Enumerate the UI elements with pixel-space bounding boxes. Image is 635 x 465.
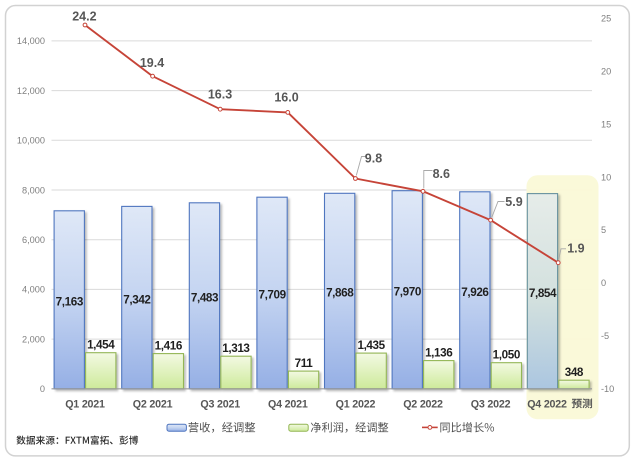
svg-text:19.4: 19.4 — [140, 56, 164, 70]
svg-text:7,926: 7,926 — [461, 286, 489, 299]
svg-text:1,050: 1,050 — [493, 349, 521, 362]
svg-text:7,709: 7,709 — [258, 289, 286, 302]
svg-text:1,136: 1,136 — [425, 346, 453, 359]
svg-text:5.9: 5.9 — [505, 195, 522, 209]
svg-text:Q3 2021: Q3 2021 — [200, 398, 240, 410]
svg-text:8,000: 8,000 — [22, 185, 45, 195]
svg-text:12,000: 12,000 — [17, 86, 45, 96]
svg-text:Q2 2022: Q2 2022 — [403, 398, 443, 410]
svg-text:1.9: 1.9 — [567, 242, 584, 256]
svg-text:20: 20 — [601, 66, 611, 76]
svg-text:1,416: 1,416 — [155, 339, 183, 352]
svg-text:Q1 2022: Q1 2022 — [336, 398, 376, 410]
svg-text:711: 711 — [295, 357, 314, 370]
svg-text:10,000: 10,000 — [17, 136, 45, 146]
svg-text:348: 348 — [565, 366, 584, 379]
svg-text:Q4 2022: Q4 2022 — [527, 398, 567, 410]
svg-text:1,313: 1,313 — [222, 342, 250, 355]
svg-text:14,000: 14,000 — [17, 36, 45, 46]
svg-text:-5: -5 — [601, 331, 609, 341]
svg-text:7,342: 7,342 — [123, 293, 151, 306]
svg-text:5: 5 — [601, 225, 606, 235]
svg-text:Q1 2021: Q1 2021 — [65, 398, 105, 410]
svg-text:2,000: 2,000 — [22, 334, 45, 344]
svg-text:7,483: 7,483 — [191, 292, 219, 305]
svg-text:Q4 2021: Q4 2021 — [268, 398, 308, 410]
svg-text:25: 25 — [601, 13, 611, 23]
svg-text:1,454: 1,454 — [87, 339, 115, 352]
svg-text:24.2: 24.2 — [72, 10, 96, 24]
svg-text:-10: -10 — [601, 384, 614, 394]
svg-text:16.3: 16.3 — [208, 88, 232, 102]
svg-text:Q2 2021: Q2 2021 — [133, 398, 173, 410]
svg-text:0: 0 — [40, 384, 45, 394]
svg-text:4,000: 4,000 — [22, 285, 45, 295]
svg-text:7,163: 7,163 — [56, 296, 84, 309]
svg-text:7,854: 7,854 — [529, 287, 557, 300]
svg-text:9.8: 9.8 — [365, 152, 382, 166]
svg-text:15: 15 — [601, 119, 611, 129]
svg-text:0: 0 — [601, 278, 606, 288]
svg-text:16.0: 16.0 — [274, 91, 298, 105]
svg-text:10: 10 — [601, 172, 611, 182]
svg-text:1,435: 1,435 — [357, 339, 385, 352]
svg-text:6,000: 6,000 — [22, 235, 45, 245]
svg-text:7,868: 7,868 — [326, 287, 354, 300]
svg-text:Q3 2022: Q3 2022 — [471, 398, 511, 410]
svg-text:7,970: 7,970 — [394, 286, 422, 299]
svg-text:8.6: 8.6 — [433, 167, 450, 181]
